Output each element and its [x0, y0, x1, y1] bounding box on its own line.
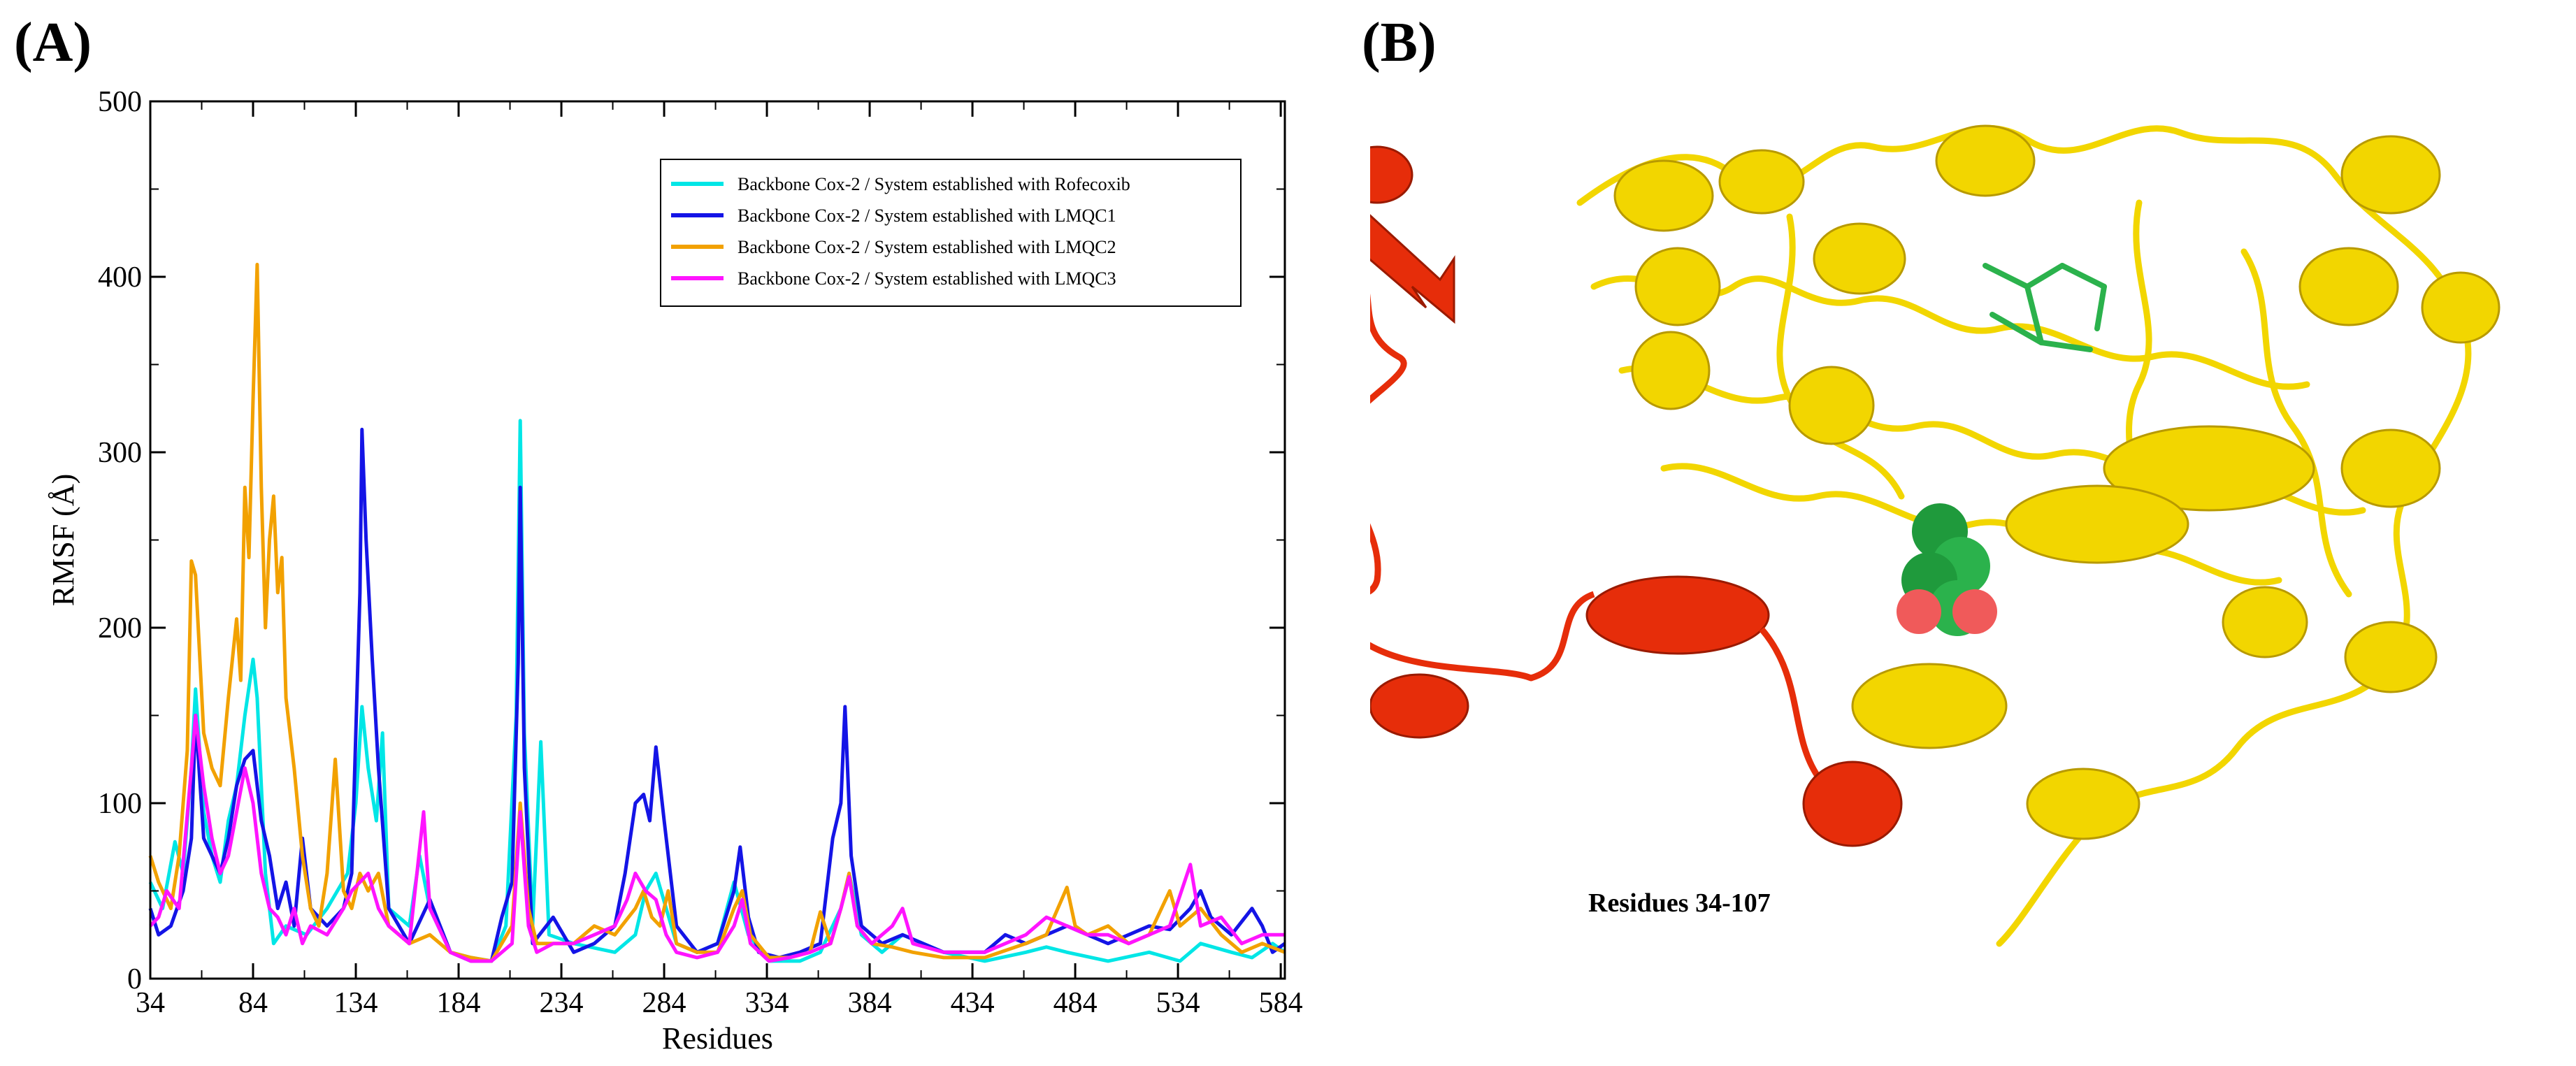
x-tick-label: 184 [437, 987, 481, 1019]
ligand-spheres [1897, 503, 1997, 636]
residues-34-107-region [1370, 145, 1903, 847]
y-tick-label: 0 [127, 963, 142, 995]
x-tick-label: 584 [1259, 987, 1303, 1019]
y-tick-label: 100 [98, 788, 142, 820]
y-tick-label: 400 [98, 261, 142, 294]
ligand-sticks [1983, 263, 2107, 352]
series-line-4 [149, 714, 1285, 963]
series-line-1 [148, 419, 1286, 963]
x-tick-label: 34 [136, 987, 165, 1019]
chart-legend: Backbone Cox-2 / System established with… [660, 159, 1242, 307]
x-tick-label: 334 [745, 987, 789, 1019]
y-tick-label: 500 [98, 86, 142, 118]
protein-structure-image [1370, 124, 2501, 947]
panel-a-label: (A) [14, 12, 92, 73]
panel-b-label: (B) [1362, 12, 1437, 73]
series-line-2 [148, 427, 1286, 963]
series-line-3 [148, 262, 1286, 963]
y-tick-label: 200 [98, 612, 142, 644]
x-tick-label: 234 [540, 987, 584, 1019]
x-axis-label: Residues [662, 1021, 773, 1056]
legend-entry-label: Backbone Cox-2 / System established with… [737, 237, 1116, 257]
y-axis-label: RMSF (Å) [46, 474, 80, 607]
rmsf-line-chart: 34 84 134 184 234 284 334 384 434 484 534 584 0 100 20… [46, 86, 1303, 1056]
x-tick-label: 434 [951, 987, 995, 1019]
legend-entry-label: Backbone Cox-2 / System established with… [737, 206, 1116, 226]
x-tick-label: 284 [642, 987, 686, 1019]
x-tick-label: 384 [848, 987, 892, 1019]
y-tick-label: 300 [98, 437, 142, 469]
x-tick-label: 484 [1053, 987, 1098, 1019]
x-tick-label: 84 [238, 987, 268, 1019]
legend-entry-label: Backbone Cox-2 / System established with… [737, 268, 1116, 289]
x-tick-label: 534 [1156, 987, 1200, 1019]
legend-box [660, 159, 1242, 307]
protein-helices-yellow [1613, 124, 2501, 840]
x-tick-label: 134 [334, 987, 378, 1019]
legend-entry-label: Backbone Cox-2 / System established with… [737, 174, 1130, 194]
residues-region-label: Residues 34-107 [1588, 888, 1771, 918]
